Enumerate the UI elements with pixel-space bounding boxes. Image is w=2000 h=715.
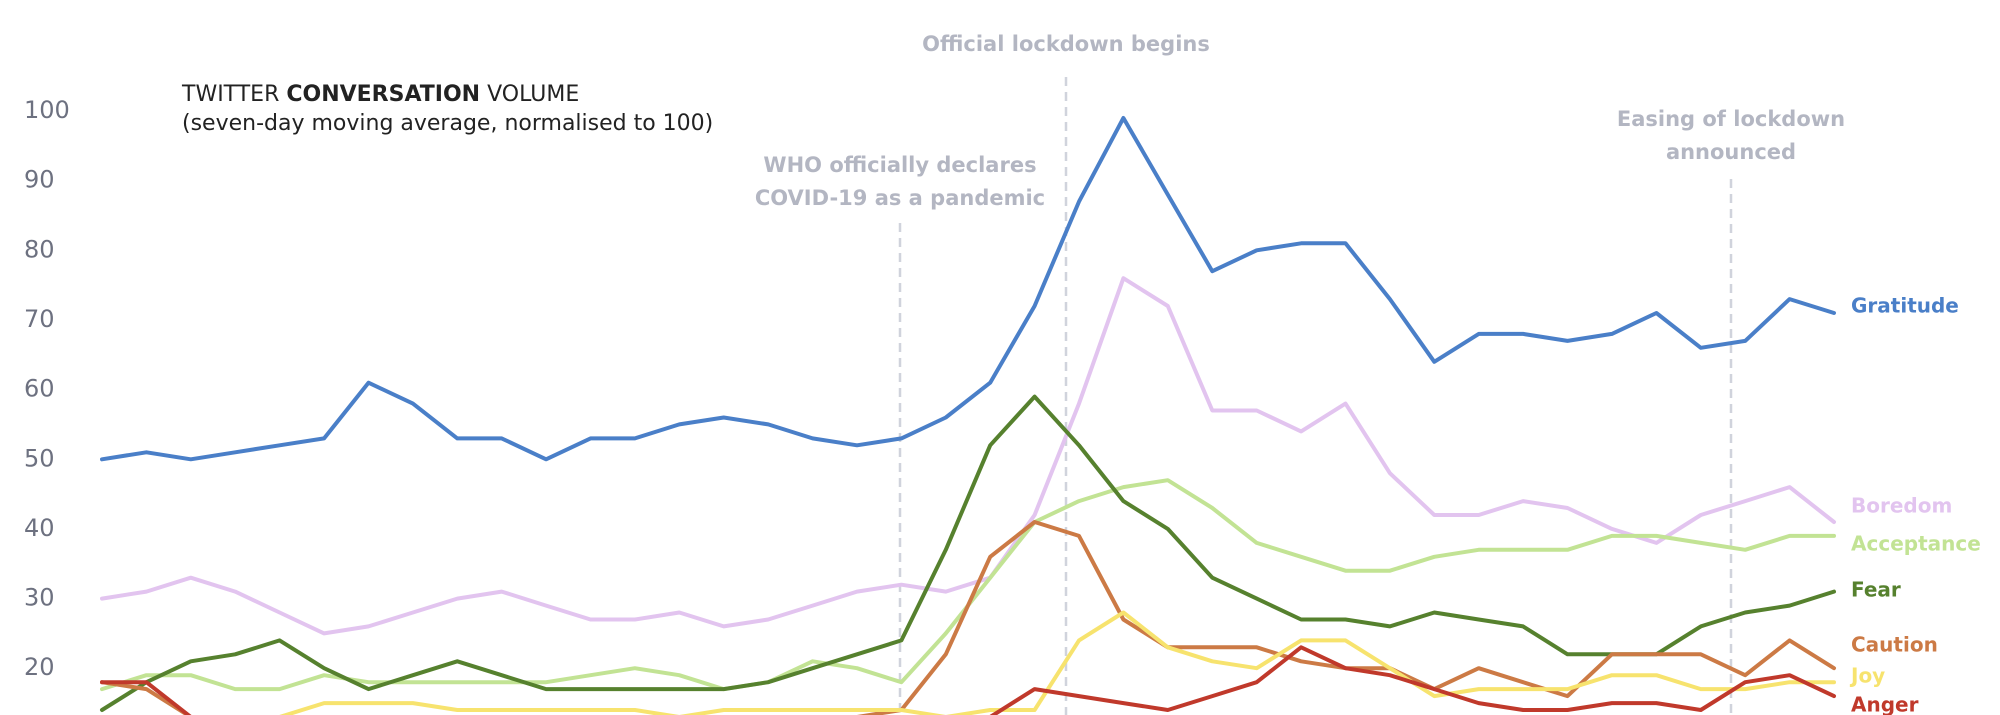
legend-label: Boredom (1851, 494, 1952, 518)
y-tick-label: 70 (24, 305, 55, 333)
legend-label: Joy (1849, 664, 1885, 688)
title-part: VOLUME (487, 82, 580, 107)
legend-label: Gratitude (1851, 294, 1959, 318)
annotation-text: Official lockdown begins (922, 32, 1210, 56)
legend-label: Acceptance (1851, 532, 1981, 556)
subtitle: (seven-day moving average, normalised to… (182, 111, 714, 136)
title-part: TWITTER (182, 82, 280, 107)
y-tick-label: 40 (24, 514, 55, 542)
series-line (100, 116, 1836, 462)
legend-label: Anger (1851, 693, 1919, 715)
title-emphasis: CONVERSATION (286, 82, 481, 107)
annotation-text: announced (1666, 140, 1796, 164)
series-line (100, 276, 1836, 636)
y-tick-label: 100 (24, 96, 70, 124)
legend-label: Fear (1851, 578, 1901, 602)
series-line (100, 645, 1836, 715)
y-tick-label: 20 (24, 653, 55, 681)
annotation-text: COVID-19 as a pandemic (755, 186, 1045, 210)
legend-label: Caution (1851, 633, 1938, 657)
y-tick-label: 90 (24, 166, 55, 194)
y-tick-label: 80 (24, 235, 55, 263)
annotation-text: WHO officially declares (763, 153, 1036, 177)
y-tick-label: 60 (24, 375, 55, 403)
y-tick-label: 50 (24, 444, 55, 472)
title: TWITTER CONVERSATION VOLUME (182, 80, 713, 109)
series-line (102, 610, 1836, 715)
chart-heading: TWITTER CONVERSATION VOLUME (seven-day m… (182, 80, 713, 138)
series-line (100, 394, 1836, 712)
y-tick-label: 30 (24, 584, 55, 612)
annotation-text: Easing of lockdown (1617, 107, 1845, 131)
